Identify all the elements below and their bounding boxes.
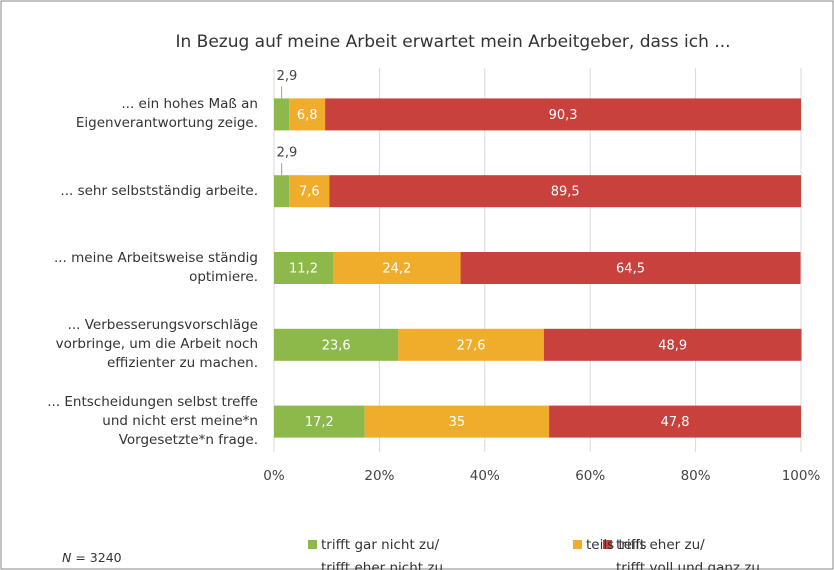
legend-label: teils teils xyxy=(586,537,647,553)
bar-segment xyxy=(274,328,399,361)
value-label: 6,8 xyxy=(297,108,318,123)
x-tick-label: 0% xyxy=(263,468,285,484)
note-text: = 3240 xyxy=(75,550,122,565)
value-label: 7,6 xyxy=(299,185,320,200)
value-label: 90,3 xyxy=(549,108,578,123)
x-tick-label: 40% xyxy=(470,468,500,484)
value-label: 23,6 xyxy=(322,338,351,353)
legend-swatch xyxy=(603,540,612,549)
category-label: ... ein hohes Maß an Eigenverantwortung … xyxy=(75,96,258,132)
bar-segment xyxy=(274,405,365,438)
bar-segment xyxy=(543,328,802,361)
value-label: 64,5 xyxy=(616,262,645,277)
x-tick-label: 60% xyxy=(575,468,605,484)
bar-segment xyxy=(460,252,801,284)
bar-segment xyxy=(274,252,334,284)
x-tick-label: 20% xyxy=(364,468,394,484)
bar-segment xyxy=(329,175,801,208)
note: N = 3240 xyxy=(62,548,122,567)
value-label: 11,2 xyxy=(289,262,318,277)
bar-segment xyxy=(274,175,290,208)
category-label: ... Verbesserungsvorschläge vorbringe, u… xyxy=(55,317,258,372)
bar-segment xyxy=(364,405,550,438)
bar-segment xyxy=(289,175,330,208)
category-label: ... Entscheidungen selbst treffe und nic… xyxy=(47,394,258,449)
value-label: 27,6 xyxy=(457,338,486,353)
legend-swatch xyxy=(573,540,582,549)
value-label: 2,9 xyxy=(277,146,298,161)
value-label: 89,5 xyxy=(551,185,580,200)
bar-segment xyxy=(325,98,801,131)
bar-segment xyxy=(274,98,290,131)
value-label: 17,2 xyxy=(305,415,334,430)
note-symbol: N xyxy=(62,550,72,565)
value-label: 48,9 xyxy=(658,338,687,353)
value-label: 24,2 xyxy=(382,262,411,277)
x-tick-label: 80% xyxy=(681,468,711,484)
legend-swatch xyxy=(308,540,317,549)
bar-segment xyxy=(333,252,461,284)
value-label: 35 xyxy=(449,415,466,430)
value-label: 47,8 xyxy=(661,415,690,430)
chart-title: In Bezug auf meine Arbeit erwartet mein … xyxy=(175,32,730,52)
category-label: ... sehr selbstständig arbeite. xyxy=(60,182,258,199)
bar-segment xyxy=(549,405,801,438)
legend-label: trifft gar nicht zu/ trifft eher nicht z… xyxy=(321,537,444,570)
value-label: 2,9 xyxy=(277,69,298,84)
x-tick-label: 100% xyxy=(782,468,821,484)
legend-label: trifft eher zu/ trifft voll und ganz zu xyxy=(616,537,760,570)
category-label: ... meine Arbeitsweise ständig optimiere… xyxy=(53,250,258,285)
bar-segment xyxy=(398,328,544,361)
bar-segment xyxy=(289,98,326,131)
